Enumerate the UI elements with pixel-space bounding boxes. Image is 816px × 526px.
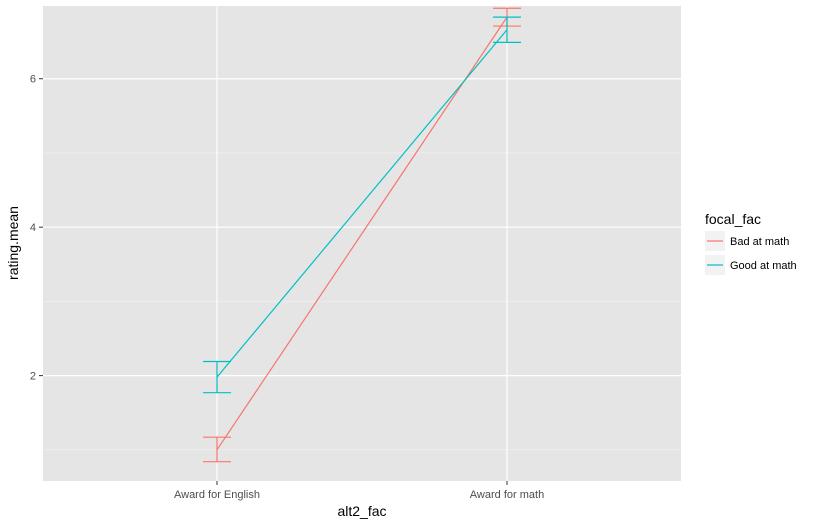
series-layer — [203, 7, 521, 463]
legend-title: focal_fac — [705, 211, 761, 227]
x-tick-label: Award for math — [470, 489, 544, 501]
minor-gridlines — [43, 152, 681, 451]
y-axis-title: rating.mean — [5, 206, 21, 280]
legend-label-bad-at-math: Bad at math — [730, 236, 789, 248]
x-tick-label: Award for English — [174, 489, 260, 501]
y-tick-label: 2 — [30, 371, 36, 383]
legend-item-good-at-math: Good at math — [705, 255, 797, 275]
x-axis-title: alt2_fac — [337, 503, 386, 519]
legend: focal_fac Bad at math Good at math — [705, 211, 797, 275]
x-axis: Award for English Award for math — [174, 481, 544, 501]
legend-item-bad-at-math: Bad at math — [705, 231, 789, 251]
major-gridlines — [43, 6, 681, 481]
y-axis: 2 4 6 — [30, 74, 43, 383]
series-line-good-at-math — [216, 29, 508, 378]
series-line-bad-at-math — [216, 16, 508, 451]
y-tick-label: 4 — [30, 222, 36, 234]
plot-panel — [43, 6, 681, 481]
legend-label-good-at-math: Good at math — [730, 260, 797, 272]
y-tick-label: 6 — [30, 74, 36, 86]
